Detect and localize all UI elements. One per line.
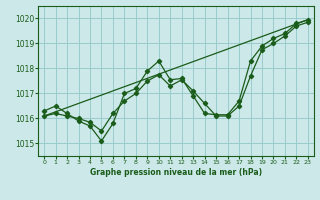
X-axis label: Graphe pression niveau de la mer (hPa): Graphe pression niveau de la mer (hPa) — [90, 168, 262, 177]
